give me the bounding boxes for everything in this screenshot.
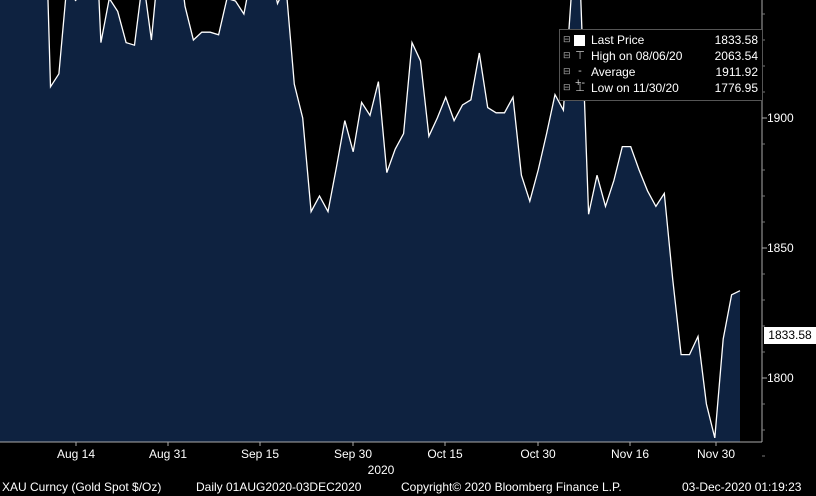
footer-ticker: XAU Curncy (Gold Spot $/Oz) — [2, 480, 162, 494]
legend-row-low: ⊟ ⊥ Low on 11/30/20 1776.95 — [560, 81, 762, 97]
footer-range: Daily 01AUG2020-03DEC2020 — [196, 480, 362, 494]
footer-timestamp: 03-Dec-2020 01:19:23 — [682, 480, 802, 494]
legend-value: 1833.58 — [714, 33, 758, 47]
legend-toggle-icon[interactable]: ⊟ — [563, 66, 571, 76]
x-tick-label: Aug 14 — [57, 447, 95, 461]
x-tick-label: Oct 15 — [427, 447, 463, 461]
footer-bar: XAU Curncy (Gold Spot $/Oz) Daily 01AUG2… — [0, 478, 816, 496]
legend: ⊟ Last Price 1833.58 ⊟ ⊤ High on 08/06/2… — [559, 29, 763, 101]
legend-toggle-icon[interactable]: ⊟ — [563, 34, 571, 44]
last-price-tag: 1833.58 — [764, 327, 816, 344]
legend-row-last-price: ⊟ Last Price 1833.58 — [560, 33, 762, 49]
x-tick-label: Oct 30 — [520, 447, 556, 461]
y-tick-label: 1850 — [767, 241, 794, 255]
footer-copyright: Copyright© 2020 Bloomberg Finance L.P. — [401, 480, 622, 494]
price-line — [47, 0, 741, 439]
y-tick-label: 1900 — [767, 111, 794, 125]
x-tick-label: Sep 15 — [241, 447, 279, 461]
legend-value: 1776.95 — [714, 81, 758, 95]
low-marker-icon: ⊥ — [575, 82, 585, 94]
legend-value: 1911.92 — [715, 65, 759, 79]
legend-label: Low on 11/30/20 — [591, 81, 679, 95]
high-marker-icon: ⊤ — [575, 50, 585, 62]
x-tick-label: Nov 30 — [697, 447, 735, 461]
x-tick-label: Nov 16 — [611, 447, 649, 461]
legend-row-average: ⊟ -+- Average 1911.92 — [560, 65, 762, 89]
legend-label: Average — [591, 65, 636, 79]
x-year-label: 2020 — [368, 463, 395, 477]
legend-row-high: ⊟ ⊤ High on 08/06/20 2063.54 — [560, 49, 762, 65]
legend-toggle-icon[interactable]: ⊟ — [563, 82, 571, 92]
x-tick-label: Sep 30 — [334, 447, 372, 461]
price-area — [0, 0, 740, 442]
legend-toggle-icon[interactable]: ⊟ — [563, 50, 571, 60]
legend-label: High on 08/06/20 — [591, 49, 683, 63]
average-marker-icon: -+- — [574, 65, 586, 89]
legend-swatch-icon — [574, 35, 585, 46]
y-tick-label: 1800 — [767, 371, 794, 385]
legend-value: 2063.54 — [714, 49, 758, 63]
x-tick-label: Aug 31 — [149, 447, 187, 461]
legend-label: Last Price — [591, 33, 645, 47]
